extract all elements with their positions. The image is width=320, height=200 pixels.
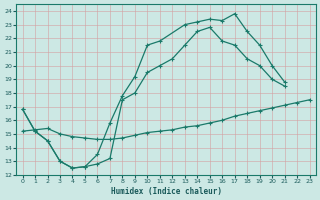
X-axis label: Humidex (Indice chaleur): Humidex (Indice chaleur): [111, 187, 221, 196]
